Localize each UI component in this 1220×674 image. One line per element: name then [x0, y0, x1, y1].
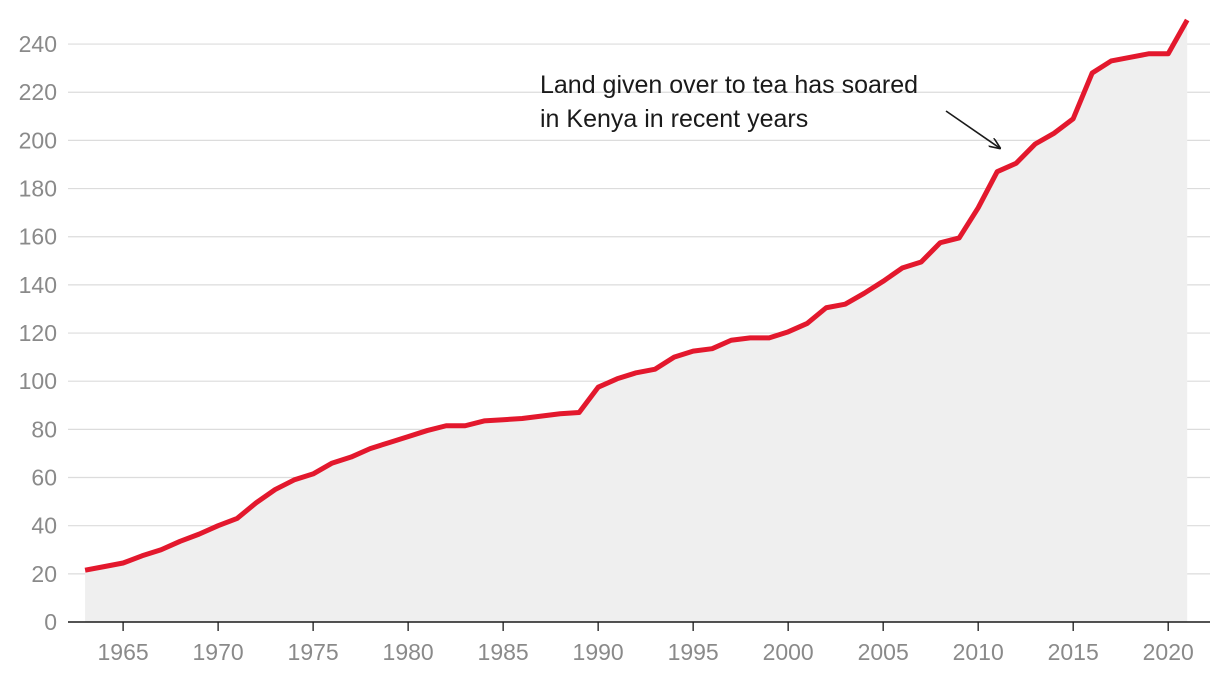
data-point-1980 [406, 434, 411, 439]
x-tick-label-2000: 2000 [763, 639, 814, 665]
y-tick-label-140: 140 [19, 272, 57, 298]
data-point-1998 [748, 335, 753, 340]
annotation-text: Land given over to tea has soared in Ken… [540, 71, 925, 133]
data-point-1997 [729, 338, 734, 343]
data-point-1963 [83, 568, 88, 573]
y-tick-label-220: 220 [19, 79, 57, 105]
data-point-1999 [767, 335, 772, 340]
x-tick-label-2020: 2020 [1143, 639, 1194, 665]
data-point-1972 [254, 500, 259, 505]
x-tick-label-2005: 2005 [858, 639, 909, 665]
data-point-1976 [330, 461, 335, 466]
data-point-1989 [577, 410, 582, 415]
data-point-2007 [919, 260, 924, 265]
data-point-1979 [387, 440, 392, 445]
data-point-1985 [501, 417, 506, 422]
x-tick-label-1975: 1975 [288, 639, 339, 665]
data-point-1977 [349, 455, 354, 460]
data-point-2002 [824, 305, 829, 310]
data-point-2008 [938, 240, 943, 245]
data-point-1994 [672, 355, 677, 360]
data-point-2005 [881, 279, 886, 284]
data-point-1983 [463, 423, 468, 428]
data-point-2012 [1014, 161, 1019, 166]
data-point-2017 [1109, 58, 1114, 63]
data-point-1965 [121, 561, 126, 566]
data-point-2003 [843, 302, 848, 307]
data-point-2020 [1166, 51, 1171, 56]
y-tick-label-240: 240 [19, 31, 57, 57]
data-point-1995 [691, 349, 696, 354]
y-tick-label-20: 20 [31, 561, 57, 587]
series-line-layer [84, 18, 1190, 573]
area-fill-layer [85, 20, 1188, 622]
data-point-2013 [1033, 142, 1038, 147]
data-point-2014 [1052, 131, 1057, 136]
data-point-1993 [653, 367, 658, 372]
data-point-1978 [368, 446, 373, 451]
data-point-2006 [900, 266, 905, 271]
data-point-1967 [159, 547, 164, 552]
data-point-1984 [482, 418, 487, 423]
y-tick-label-180: 180 [19, 176, 57, 202]
data-point-1971 [235, 516, 240, 521]
y-tick-label-200: 200 [19, 127, 57, 153]
x-tick-label-1995: 1995 [668, 639, 719, 665]
data-point-1992 [634, 370, 639, 375]
data-point-1981 [425, 428, 430, 433]
x-tick-label-1965: 1965 [98, 639, 149, 665]
data-point-2001 [805, 321, 810, 326]
y-tick-label-60: 60 [31, 465, 57, 491]
y-tick-label-100: 100 [19, 368, 57, 394]
data-point-1968 [178, 539, 183, 544]
data-point-2021 [1185, 18, 1190, 23]
y-tick-label-0: 0 [44, 609, 57, 635]
data-point-2009 [957, 235, 962, 240]
x-axis-tick-labels: 1965 1970 1975 1980 1985 1990 1995 2000 2005 2010… [98, 639, 1194, 665]
data-point-2019 [1147, 51, 1152, 56]
data-point-1974 [292, 477, 297, 482]
y-tick-label-80: 80 [31, 416, 57, 442]
data-point-1966 [140, 553, 145, 558]
x-tick-label-2010: 2010 [953, 639, 1004, 665]
axes [68, 621, 1210, 631]
data-point-1987 [539, 414, 544, 419]
x-tick-label-2015: 2015 [1048, 639, 1099, 665]
annotation: Land given over to tea has soared in Ken… [540, 71, 999, 148]
data-point-2018 [1128, 55, 1133, 60]
data-point-1988 [558, 411, 563, 416]
data-point-2004 [862, 291, 867, 296]
data-point-2015 [1071, 116, 1076, 121]
x-tick-label-1980: 1980 [383, 639, 434, 665]
data-point-2016 [1090, 70, 1095, 75]
series-line [84, 18, 1190, 573]
data-point-1990 [596, 385, 601, 390]
data-point-1982 [444, 423, 449, 428]
data-point-1996 [710, 346, 715, 351]
x-tick-label-1990: 1990 [573, 639, 624, 665]
y-tick-label-40: 40 [31, 513, 57, 539]
y-tick-label-160: 160 [19, 224, 57, 250]
data-point-2000 [786, 329, 791, 334]
annotation-line-2: in Kenya in recent years [540, 105, 808, 133]
data-point-1991 [615, 376, 620, 381]
x-tick-label-1985: 1985 [478, 639, 529, 665]
data-point-2010 [976, 205, 981, 210]
data-point-1986 [520, 416, 525, 421]
data-point-1970 [216, 523, 221, 528]
data-point-1973 [273, 487, 278, 492]
area-fill [85, 20, 1188, 622]
annotation-arrow [945, 110, 999, 148]
x-tick-label-1970: 1970 [193, 639, 244, 665]
data-point-1975 [311, 471, 316, 476]
annotation-line-1: Land given over to tea has soared [540, 71, 918, 99]
data-point-2011 [995, 169, 1000, 174]
data-point-1969 [197, 532, 202, 537]
y-tick-label-120: 120 [19, 320, 57, 346]
y-axis-tick-labels: 0 20 40 60 80 100 120 140 160 180 200 220 240 [19, 31, 57, 635]
data-point-1964 [102, 564, 107, 569]
